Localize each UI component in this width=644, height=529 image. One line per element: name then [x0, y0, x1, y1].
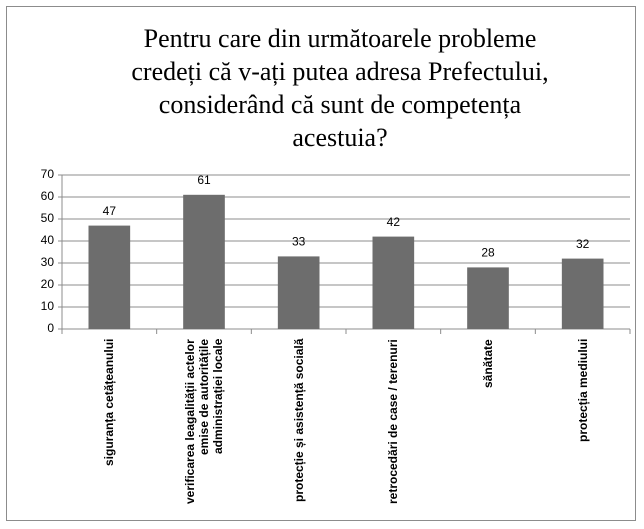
- bar: [88, 225, 131, 329]
- y-tick-label: 20: [41, 277, 55, 291]
- y-tick-label: 50: [41, 211, 55, 225]
- data-label: 61: [197, 173, 211, 187]
- y-tick-label: 70: [41, 167, 55, 181]
- y-tick-label: 30: [41, 255, 55, 269]
- y-tick-label: 60: [41, 189, 55, 203]
- x-tick-label: protecția mediului: [575, 339, 590, 443]
- data-label: 47: [103, 204, 117, 218]
- bar: [277, 256, 320, 329]
- x-tick-label: siguranța cetățeanului: [102, 339, 117, 467]
- data-label: 32: [576, 237, 590, 251]
- bar: [372, 236, 415, 329]
- data-label: 33: [292, 235, 306, 249]
- y-tick-label: 0: [47, 321, 54, 335]
- bar: [561, 258, 604, 329]
- chart-title: Pentru care din următoarele probleme cre…: [131, 24, 549, 152]
- y-tick-label: 10: [41, 299, 55, 313]
- x-tick-label: retrocedări de case / terenuri: [386, 339, 401, 504]
- bar: [183, 194, 225, 329]
- chart-frame: [6, 6, 636, 521]
- x-tick-label: verificarea leagalității actelor emise d…: [183, 339, 225, 504]
- x-tick-label: protecție și asistență socială: [291, 339, 306, 503]
- x-tick-label: sănătate: [481, 339, 495, 388]
- data-label: 28: [481, 246, 495, 260]
- bar: [467, 267, 509, 329]
- y-tick-label: 40: [41, 233, 55, 247]
- data-label: 42: [387, 215, 401, 229]
